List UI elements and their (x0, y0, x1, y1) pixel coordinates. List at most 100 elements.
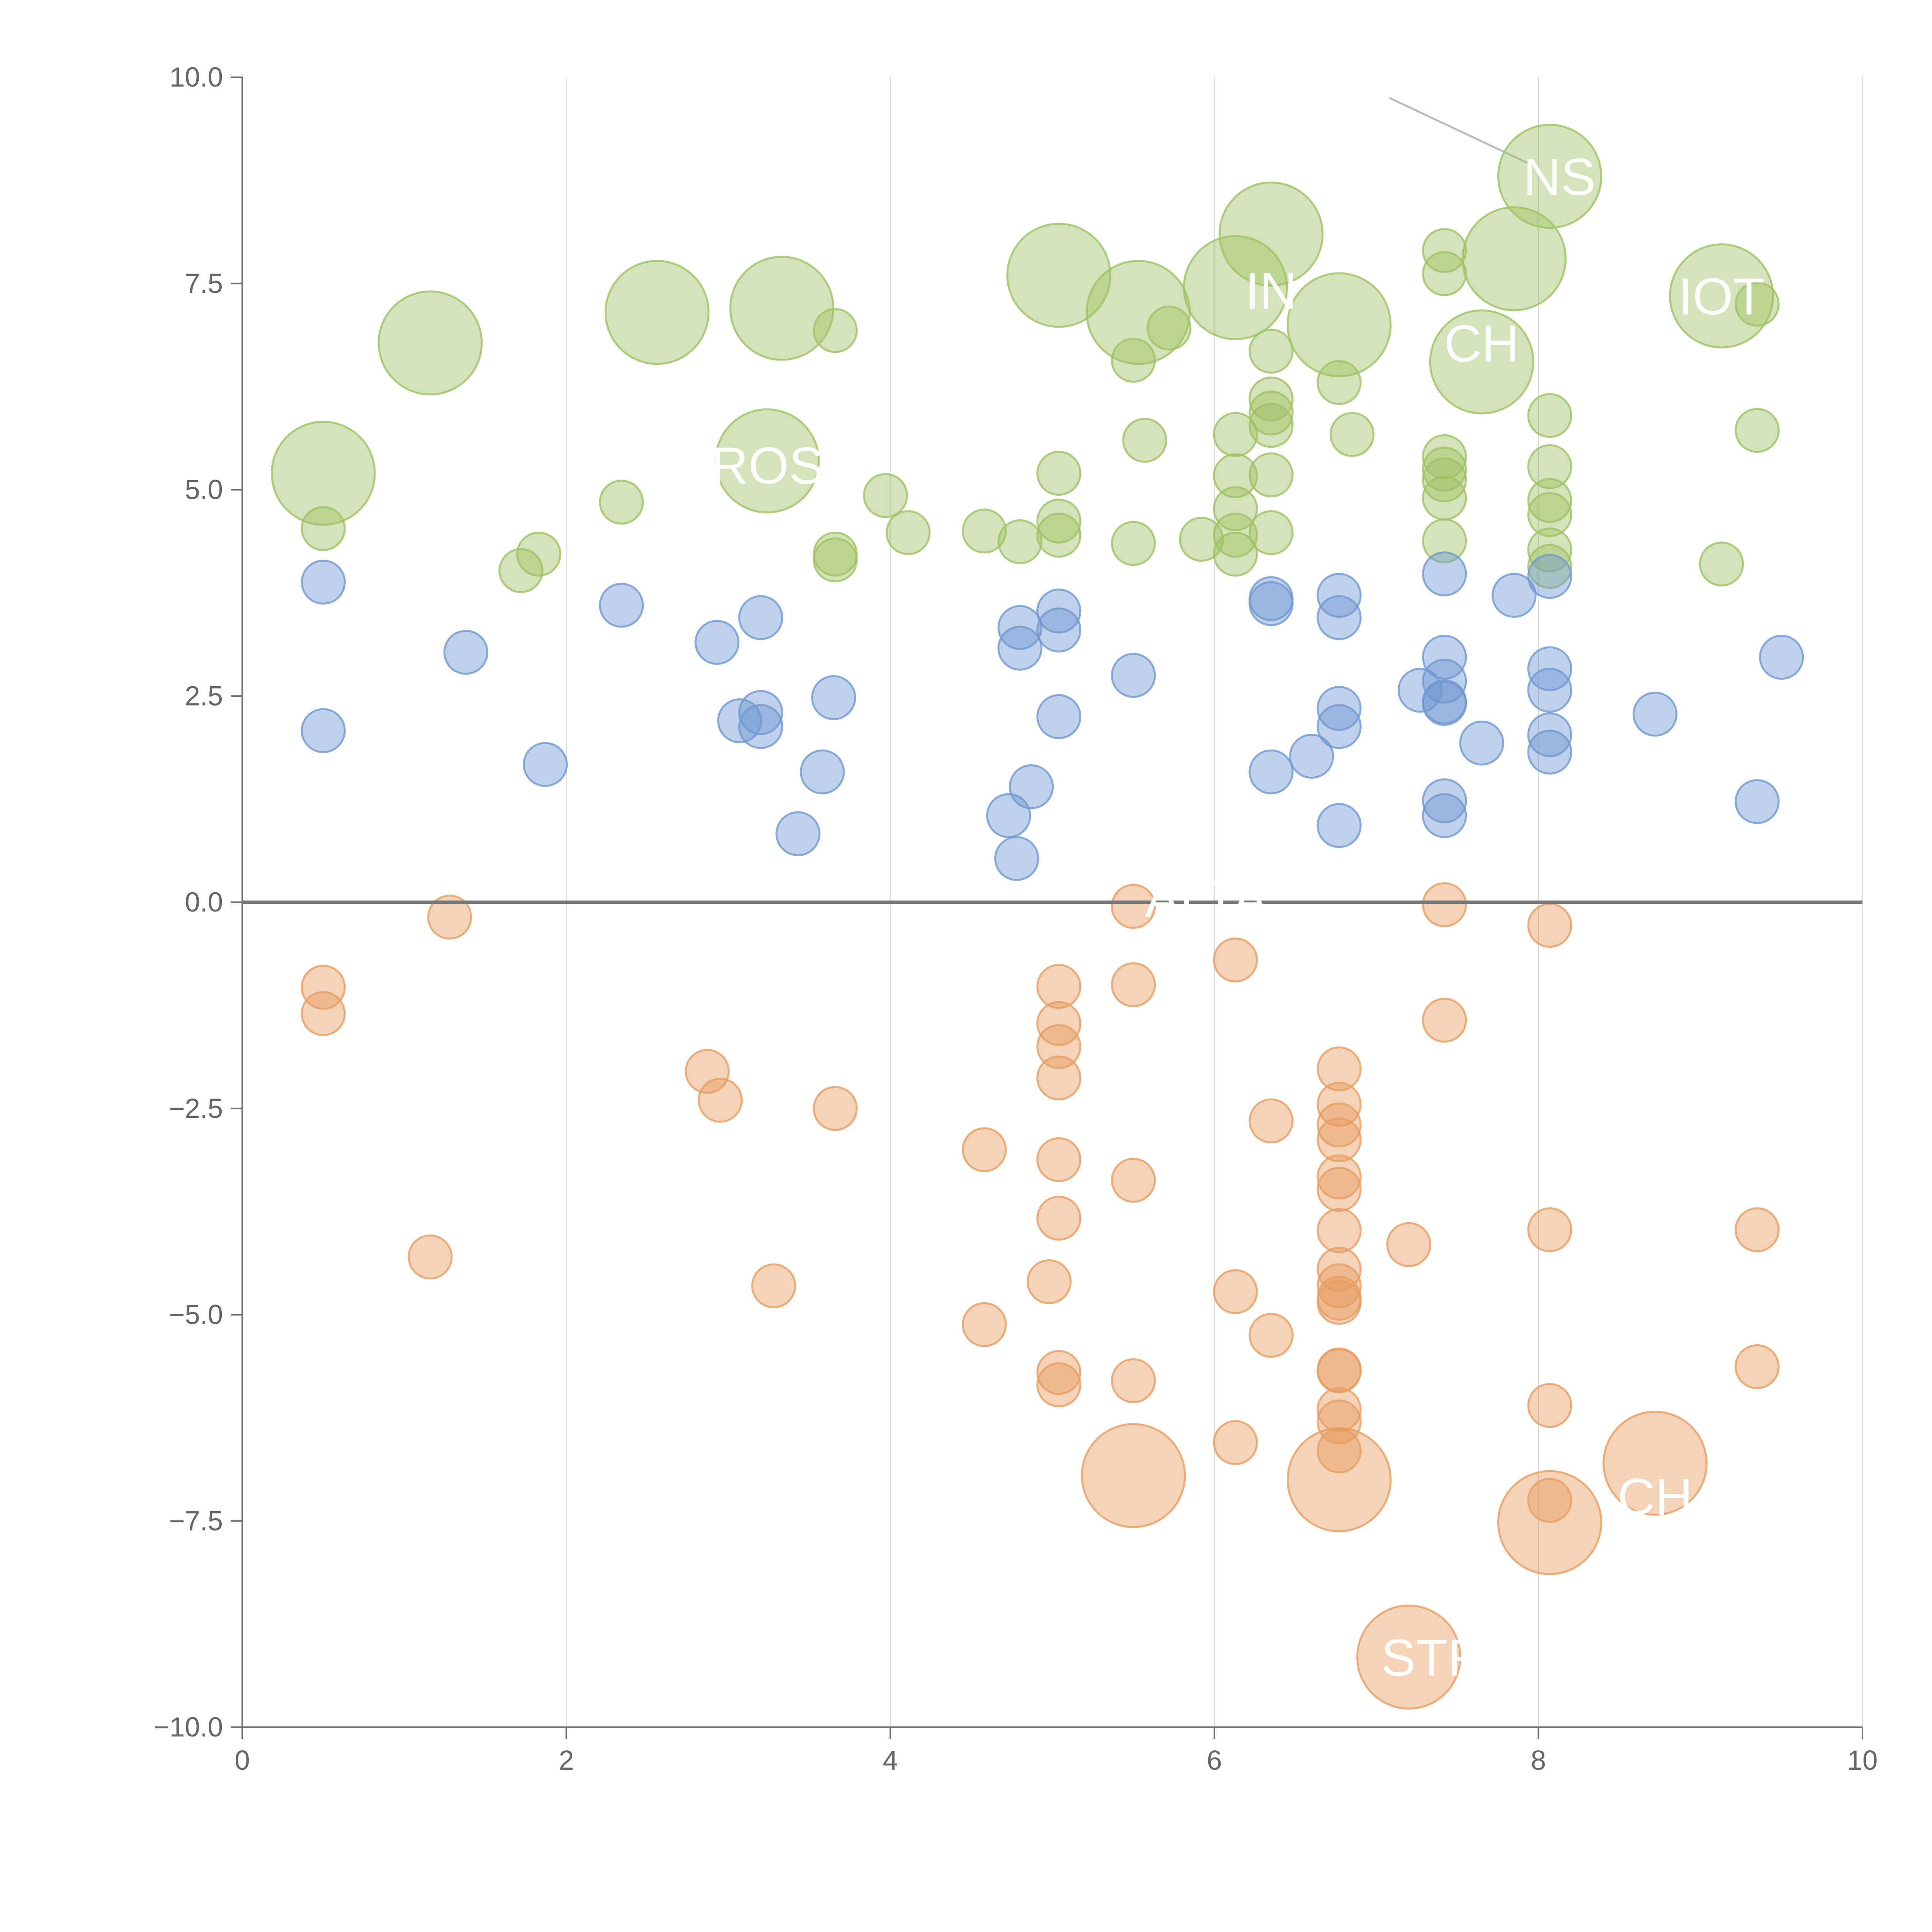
orange-bubble (1735, 1344, 1780, 1389)
blue-bubble (1527, 668, 1572, 713)
bubble-annotation-label: CH (1617, 1468, 1693, 1526)
x-tick-label: 0 (235, 1745, 250, 1776)
orange-bubble (1735, 1207, 1780, 1252)
green-bubble (1006, 223, 1112, 328)
orange-bubble (1316, 1280, 1362, 1325)
y-tick-label: 7.5 (185, 269, 223, 299)
blue-bubble (1492, 573, 1537, 618)
green-bubble (498, 548, 544, 593)
orange-bubble (1527, 903, 1572, 948)
y-tick-label: −5.0 (169, 1300, 223, 1330)
orange-bubble (1386, 1222, 1432, 1267)
bubble-annotation-label: CH (1444, 314, 1519, 372)
orange-bubble (1316, 1348, 1362, 1393)
green-bubble (886, 510, 931, 555)
green-bubble (1422, 475, 1467, 520)
blue-bubble (1111, 653, 1156, 698)
orange-bubble (1316, 1117, 1362, 1163)
green-bubble (1036, 512, 1082, 558)
green-bubble (1422, 518, 1467, 564)
orange-bubble (1422, 998, 1467, 1043)
blue-bubble (1422, 634, 1467, 680)
green-bubble (1213, 531, 1258, 577)
blue-bubble (1398, 668, 1443, 713)
green-bubble (1111, 521, 1156, 566)
bubble-annotation-label: ROS (711, 436, 824, 495)
x-tick-label: 8 (1531, 1745, 1546, 1776)
green-bubble (301, 506, 346, 551)
blue-bubble (1633, 692, 1678, 737)
green-bubble (1122, 418, 1167, 463)
green-bubble (962, 509, 1007, 554)
green-bubble (604, 260, 710, 365)
green-bubble (1213, 453, 1258, 498)
green-bubble (1213, 512, 1258, 558)
orange-bubble (1036, 1350, 1082, 1395)
orange-bubble (301, 991, 346, 1036)
blue-bubble (1422, 778, 1467, 823)
orange-bubble (1036, 1137, 1082, 1182)
orange-bubble (1213, 1420, 1258, 1465)
orange-bubble (1248, 1313, 1294, 1358)
blue-bubble (1527, 730, 1572, 775)
blue-bubble (799, 749, 845, 794)
orange-bubble (1036, 1055, 1082, 1100)
y-tick-label: 5.0 (185, 475, 223, 505)
green-bubble (1248, 403, 1294, 448)
orange-bubble (1286, 1427, 1392, 1532)
green-bubble (1213, 412, 1258, 457)
orange-bubble (813, 1086, 858, 1131)
orange-bubble (1111, 962, 1156, 1007)
green-bubble (1330, 412, 1375, 457)
y-tick-label: −7.5 (169, 1506, 223, 1536)
orange-bubble (1602, 1410, 1708, 1516)
blue-bubble (1036, 694, 1082, 739)
green-bubble (813, 537, 858, 583)
blue-bubble (1459, 720, 1504, 766)
green-bubble (714, 408, 820, 514)
blue-bubble (738, 595, 783, 640)
orange-bubble (1111, 1358, 1156, 1403)
blue-bubble (1248, 581, 1294, 626)
blue-bubble (776, 811, 821, 856)
green-bubble (1248, 452, 1294, 498)
orange-bubble (962, 1127, 1007, 1172)
orange-bubble (697, 1078, 743, 1123)
green-bubble (1248, 376, 1294, 422)
green-bubble (1248, 510, 1294, 555)
blue-bubble (1316, 704, 1362, 749)
blue-bubble (997, 626, 1043, 671)
blue-bubble (1422, 551, 1467, 597)
blue-bubble (1527, 712, 1572, 757)
orange-bubble (1036, 1001, 1082, 1046)
blue-bubble (986, 793, 1031, 838)
green-bubble (1036, 451, 1082, 496)
orange-bubble (427, 895, 472, 940)
orange-bubble (1316, 1102, 1362, 1148)
x-tick-label: 4 (883, 1745, 898, 1776)
blue-bubble (301, 560, 346, 605)
green-bubble (1429, 309, 1534, 415)
orange-bubble (1316, 1046, 1362, 1092)
green-bubble (1248, 328, 1294, 374)
orange-bubble (1316, 1154, 1362, 1200)
orange-bubble (1036, 1196, 1082, 1241)
orange-bubble (1527, 1478, 1572, 1523)
green-bubble (1316, 360, 1362, 405)
orange-bubble (301, 964, 346, 1010)
green-bubble (1527, 544, 1572, 589)
blue-bubble (1316, 803, 1362, 848)
blue-bubble (1316, 686, 1362, 731)
blue-bubble (1422, 681, 1467, 726)
green-bubble (1213, 486, 1258, 531)
green-bubble (1497, 124, 1602, 229)
y-tick-label: −10.0 (153, 1712, 223, 1743)
green-bubble (1248, 390, 1294, 436)
green-bubble (1422, 457, 1467, 503)
green-bubble (1527, 444, 1572, 489)
green-bubble (1422, 228, 1467, 273)
orange-bubble (685, 1049, 730, 1094)
blue-bubble (443, 629, 488, 675)
